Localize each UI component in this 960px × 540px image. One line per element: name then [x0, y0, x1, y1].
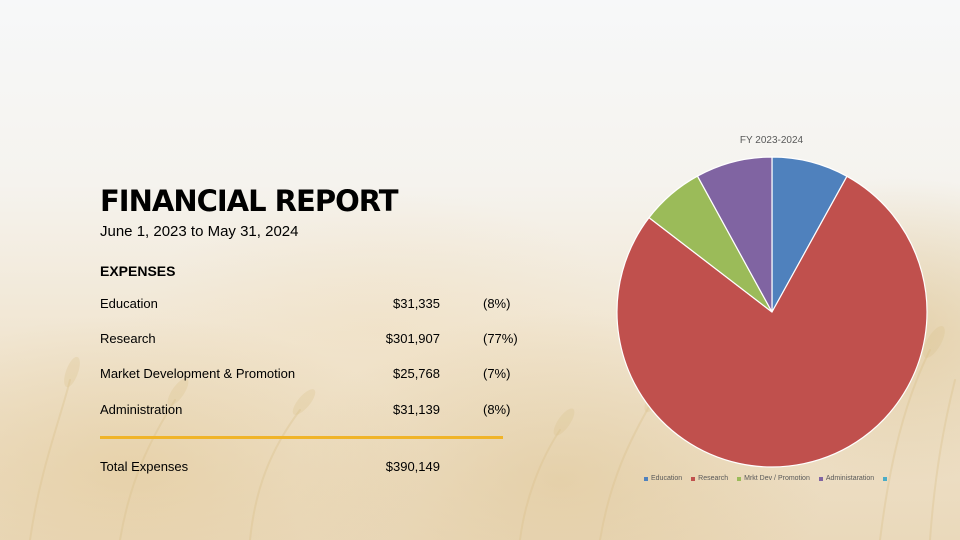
expense-row-research: Research $301,907 (77%) — [100, 331, 540, 351]
chart-legend: Education Research Mrkt Dev / Promotion Adm… — [644, 475, 924, 482]
expense-amount: $31,139 — [393, 402, 440, 417]
expense-amount: $31,335 — [393, 296, 440, 311]
legend-label: Mrkt Dev / Promotion — [744, 475, 810, 482]
total-divider — [100, 436, 503, 439]
date-range: June 1, 2023 to May 31, 2024 — [100, 223, 299, 240]
expense-percent: (8%) — [483, 402, 511, 417]
total-amount: $390,149 — [385, 459, 440, 474]
legend-swatch — [691, 476, 696, 481]
pie-slice-administaration — [696, 156, 773, 313]
total-label: Total Expenses — [100, 459, 189, 474]
expense-amount: $301,907 — [385, 331, 440, 346]
total-row: Total Expenses $390,149 — [100, 459, 540, 479]
legend-item: Research — [691, 475, 728, 482]
pie-plot — [616, 156, 928, 468]
chart-title: FY 2023-2024 — [739, 135, 804, 146]
legend-swatch — [737, 476, 742, 481]
pie-slice-research — [616, 175, 928, 468]
expense-amount: $25,768 — [393, 366, 440, 381]
legend-item: Education — [644, 475, 682, 482]
legend-swatch — [818, 476, 823, 481]
expense-row-market-development: Market Development & Promotion $25,768 (… — [100, 366, 540, 386]
expense-row-education: Education $31,335 (8%) — [100, 296, 540, 316]
legend-item — [883, 475, 890, 482]
legend-label: Research — [698, 475, 729, 482]
expense-percent: (77%) — [483, 331, 518, 346]
legend-item: Mrkt Dev / Promotion — [737, 475, 810, 482]
legend-swatch — [644, 476, 648, 481]
expense-label: Research — [100, 331, 156, 346]
expense-label: Education — [100, 296, 158, 311]
expenses-pie-chart: FY 2023-2024 Education Research Mrkt Dev /… — [600, 126, 940, 496]
expense-percent: (8%) — [483, 296, 511, 311]
legend-label: Education — [651, 475, 683, 482]
expense-row-administration: Administration $31,139 (8%) — [100, 402, 540, 422]
legend-item: Administaration — [818, 475, 875, 482]
expense-percent: (7%) — [483, 366, 511, 381]
legend-label: Administaration — [825, 475, 875, 482]
expense-label: Administration — [100, 402, 183, 417]
page-title: FINANCIAL REPORT — [100, 184, 399, 218]
section-heading: EXPENSES — [100, 263, 176, 279]
expense-label: Market Development & Promotion — [100, 366, 296, 381]
legend-swatch — [883, 476, 888, 481]
